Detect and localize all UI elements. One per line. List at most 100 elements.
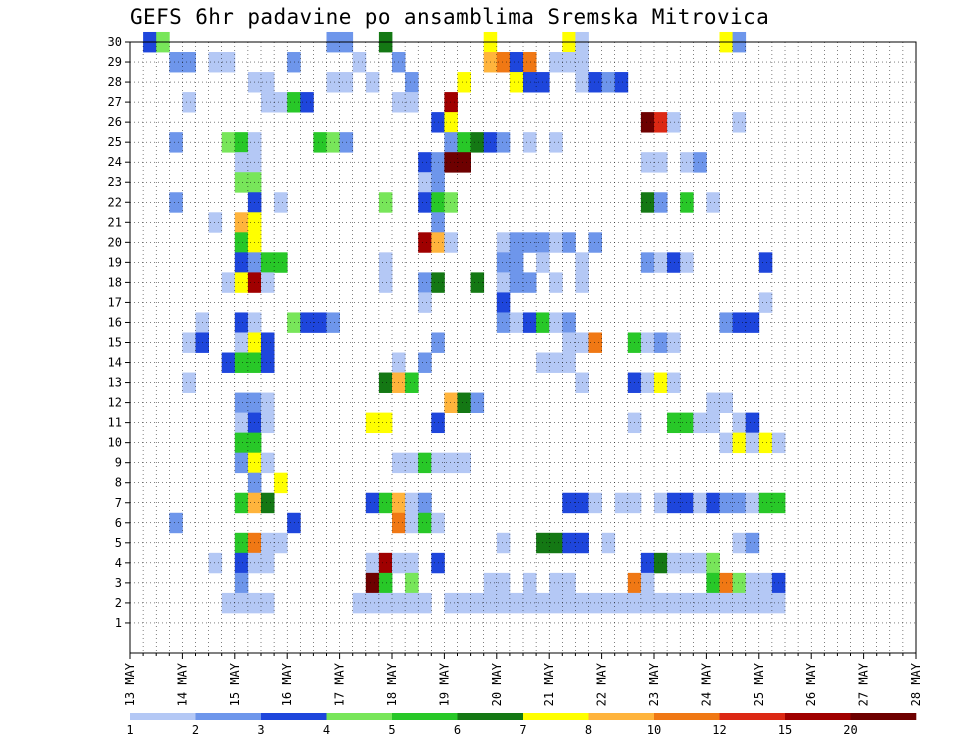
heatmap-cell	[588, 232, 602, 253]
heatmap-cell	[457, 392, 471, 413]
heatmap-cell	[234, 492, 249, 514]
heatmap-cell	[444, 92, 458, 113]
y-tick-label: 4	[115, 556, 122, 570]
y-tick-label: 23	[108, 175, 122, 189]
heatmap-cell	[378, 492, 393, 514]
heatmap-cell	[169, 512, 183, 534]
heatmap-cell	[405, 372, 419, 393]
heatmap-cell	[378, 412, 393, 434]
heatmap-cell	[562, 492, 576, 514]
heatmap-cell	[758, 572, 773, 594]
colorbar-segment	[457, 713, 524, 720]
heatmap-cell	[654, 152, 668, 173]
heatmap-cell	[496, 292, 511, 313]
heatmap-cell	[496, 252, 511, 273]
heatmap-cell	[562, 312, 576, 333]
heatmap-cell	[706, 552, 720, 574]
heatmap-cell	[378, 192, 393, 213]
colorbar-label: 5	[388, 723, 395, 737]
heatmap-cell	[261, 352, 275, 373]
heatmap-cell	[614, 592, 629, 614]
heatmap-cell	[261, 412, 275, 434]
heatmap-cell	[418, 272, 432, 293]
heatmap-cell	[234, 592, 249, 614]
heatmap-cell	[405, 92, 419, 113]
y-tick-label: 12	[108, 396, 122, 410]
y-tick-label: 3	[115, 576, 122, 590]
heatmap-cell	[444, 132, 458, 153]
heatmap-cells	[143, 31, 786, 614]
heatmap-cell	[234, 552, 249, 574]
grid-lines	[129, 41, 917, 653]
heatmap-cell	[234, 332, 249, 353]
y-tick-label: 2	[115, 596, 122, 610]
heatmap-cell	[234, 572, 249, 594]
y-tick-label: 9	[115, 456, 122, 470]
colorbar-label: 7	[519, 723, 526, 737]
heatmap-cell	[496, 132, 511, 153]
y-tick-label: 26	[108, 115, 122, 129]
heatmap-cell	[261, 92, 275, 113]
heatmap-cell	[745, 572, 760, 594]
heatmap-cell	[496, 532, 511, 554]
heatmap-cell	[326, 72, 340, 93]
heatmap-cell	[745, 592, 760, 614]
heatmap-cell	[640, 252, 655, 273]
heatmap-cell	[640, 152, 655, 173]
heatmap-cell	[444, 112, 458, 133]
heatmap-cell	[667, 592, 681, 614]
heatmap-cell	[208, 212, 223, 233]
heatmap-cell	[693, 552, 707, 574]
heatmap-cell	[667, 412, 681, 434]
y-tick-label: 24	[108, 155, 122, 169]
heatmap-cell	[221, 592, 236, 614]
y-tick-label: 25	[108, 135, 122, 149]
heatmap-cell	[378, 552, 393, 574]
heatmap-cell	[706, 412, 720, 434]
x-tick-label: 20 MAY	[490, 662, 504, 706]
heatmap-cell	[300, 312, 314, 333]
heatmap-cell	[378, 272, 393, 293]
x-tick-label: 13 MAY	[123, 662, 137, 706]
heatmap-cell	[405, 592, 419, 614]
heatmap-cell	[549, 52, 563, 73]
heatmap-cell	[365, 72, 380, 93]
x-tick-label: 26 MAY	[804, 662, 818, 706]
y-tick-label: 6	[115, 516, 122, 530]
y-tick-label: 27	[108, 95, 122, 109]
heatmap-cell	[549, 232, 563, 253]
x-tick-label: 22 MAY	[595, 662, 609, 706]
heatmap-cell	[457, 152, 471, 173]
heatmap-cell	[562, 592, 576, 614]
x-tick-label: 21 MAY	[542, 662, 556, 706]
heatmap-cell	[509, 52, 524, 73]
x-tick-label: 19 MAY	[437, 662, 451, 706]
heatmap-cell	[654, 112, 668, 133]
x-tick-label: 27 MAY	[857, 662, 871, 706]
heatmap-cell	[470, 132, 485, 153]
heatmap-cell	[287, 312, 301, 333]
heatmap-cell	[654, 192, 668, 213]
heatmap-cell	[706, 392, 720, 413]
heatmap-cell	[261, 272, 275, 293]
y-tick-label: 18	[108, 275, 122, 289]
colorbar-segment	[523, 713, 589, 720]
heatmap-cell	[208, 552, 223, 574]
heatmap-cell	[300, 92, 314, 113]
colorbar-legend: 1 2 3 4 5 6 7 8 10 12 15 20	[126, 713, 917, 737]
heatmap-cell	[588, 592, 602, 614]
heatmap-cell	[601, 72, 616, 93]
heatmap-cell	[496, 52, 511, 73]
heatmap-cell	[418, 492, 432, 514]
colorbar-label: 2	[192, 723, 199, 737]
colorbar-label: 4	[323, 723, 330, 737]
colorbar-segment	[261, 713, 327, 720]
heatmap-cell	[654, 492, 668, 514]
heatmap-cell	[496, 272, 511, 293]
heatmap-cell	[378, 372, 393, 393]
heatmap-cell	[470, 592, 485, 614]
x-tick-label: 15 MAY	[228, 662, 242, 706]
heatmap-cell	[640, 592, 655, 614]
x-tick-label: 24 MAY	[699, 662, 713, 706]
chart-title: GEFS 6hr padavine po ansamblima Sremska …	[130, 5, 770, 29]
